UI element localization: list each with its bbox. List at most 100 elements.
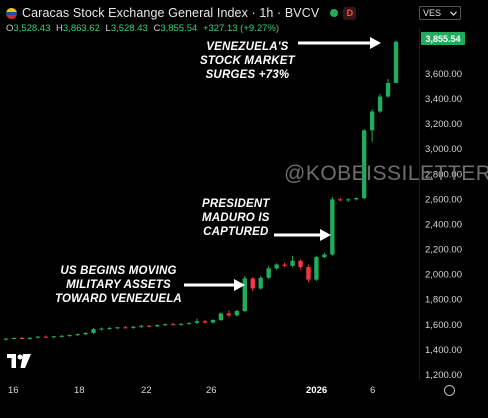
candle-body (242, 278, 247, 311)
x-tick-label: 6 (370, 385, 375, 396)
candle (226, 310, 232, 318)
symbol-header: Caracas Stock Exchange General Index · 1… (6, 5, 357, 21)
candle-body (162, 324, 168, 326)
annotation-line: VENEZUELA'S (206, 41, 289, 53)
candle (162, 323, 168, 327)
candle (266, 265, 271, 280)
low-key: L (105, 23, 111, 34)
delay-badge: D (343, 6, 357, 20)
y-tick-label: 2,800.00 (425, 169, 462, 180)
candle (338, 197, 343, 202)
price-axis: 3,600.00 3,400.00 3,200.00 3,000.00 2,800.00… (425, 69, 462, 381)
candle (298, 259, 303, 270)
market-status-icon (330, 9, 339, 17)
candle (123, 326, 128, 329)
candle (218, 312, 224, 322)
annotation-military-assets: US BEGINS MOVING MILITARY ASSETS TOWARD … (55, 264, 182, 306)
candle-body (178, 323, 184, 325)
candles-layer (3, 40, 399, 341)
candle-body (131, 326, 136, 328)
candle (178, 323, 184, 326)
candle-body (194, 321, 200, 323)
candle (51, 335, 56, 339)
candle-body (170, 324, 176, 326)
annotation-arrows (184, 37, 381, 291)
open-key: O (6, 23, 14, 34)
y-tick-label: 1,400.00 (425, 345, 462, 356)
annotation-line: SURGES +73% (205, 69, 290, 81)
candle-body (91, 329, 96, 333)
candle-body (107, 327, 112, 329)
candle (250, 277, 255, 291)
candle-body (266, 268, 271, 278)
annotation-line: STOCK MARKET (200, 55, 295, 67)
candle-body (354, 198, 359, 200)
candle-body (51, 336, 56, 338)
gear-icon[interactable] (444, 385, 455, 396)
candle (330, 196, 335, 256)
arrow-icon (274, 229, 331, 241)
candle-body (186, 322, 192, 324)
candle-body (139, 325, 144, 327)
annotation-line: TOWARD VENEZUELA (55, 293, 182, 305)
candle (75, 333, 80, 337)
candle-body (274, 264, 279, 269)
candle-body (330, 199, 335, 255)
candle (186, 322, 192, 325)
candle (274, 263, 279, 270)
candle (115, 326, 120, 330)
candle-body (361, 130, 367, 199)
candle (290, 255, 295, 268)
candle-body (115, 327, 120, 329)
currency-select[interactable]: VES (419, 6, 461, 20)
candle-body (202, 321, 208, 323)
candle-body (258, 277, 263, 289)
candle-body (67, 335, 72, 337)
candle (377, 93, 383, 113)
venezuela-flag-icon (6, 7, 17, 19)
candle (234, 309, 240, 317)
candle-body (314, 257, 319, 280)
candle-body (226, 313, 232, 316)
candle-body (210, 320, 216, 323)
candle (354, 197, 359, 201)
y-tick-label: 3,400.00 (425, 94, 462, 105)
candle (67, 334, 72, 337)
candle-body (147, 325, 152, 327)
y-tick-label: 3,000.00 (425, 144, 462, 155)
high-key: H (56, 23, 63, 34)
candle (99, 327, 104, 331)
annotation-maduro-captured: PRESIDENT MADURO IS CAPTURED (202, 197, 270, 239)
candle-body (3, 338, 9, 340)
annotation-line: MILITARY ASSETS (66, 279, 171, 291)
candle (242, 275, 247, 313)
candle (59, 335, 64, 338)
chevron-down-icon (450, 10, 457, 16)
candle (35, 336, 41, 339)
symbol-title[interactable]: Caracas Stock Exchange General Index · 1… (22, 6, 320, 20)
candle (258, 275, 263, 290)
y-tick-label: 2,400.00 (425, 219, 462, 230)
candle-body (338, 199, 343, 201)
candle (107, 327, 112, 330)
time-axis: 16 18 22 26 2026 6 (8, 385, 375, 396)
candle-body (59, 335, 64, 337)
candle (3, 337, 9, 341)
candle-body (155, 325, 160, 327)
annotation-line: MADURO IS (202, 212, 270, 224)
price-axis-divider (419, 28, 420, 380)
candle-body (234, 310, 240, 316)
candle-body (35, 336, 41, 338)
close-key: C (153, 23, 161, 34)
y-tick-label: 2,000.00 (425, 270, 462, 281)
candle-body (27, 337, 33, 339)
candle (202, 319, 208, 324)
x-tick-label: 26 (206, 385, 217, 396)
arrow-icon (184, 279, 245, 291)
candle (282, 262, 287, 268)
candle-body (377, 96, 383, 112)
candle (131, 326, 136, 329)
open-value: 3,528.43 (13, 23, 51, 34)
x-tick-label: 2026 (306, 385, 327, 396)
